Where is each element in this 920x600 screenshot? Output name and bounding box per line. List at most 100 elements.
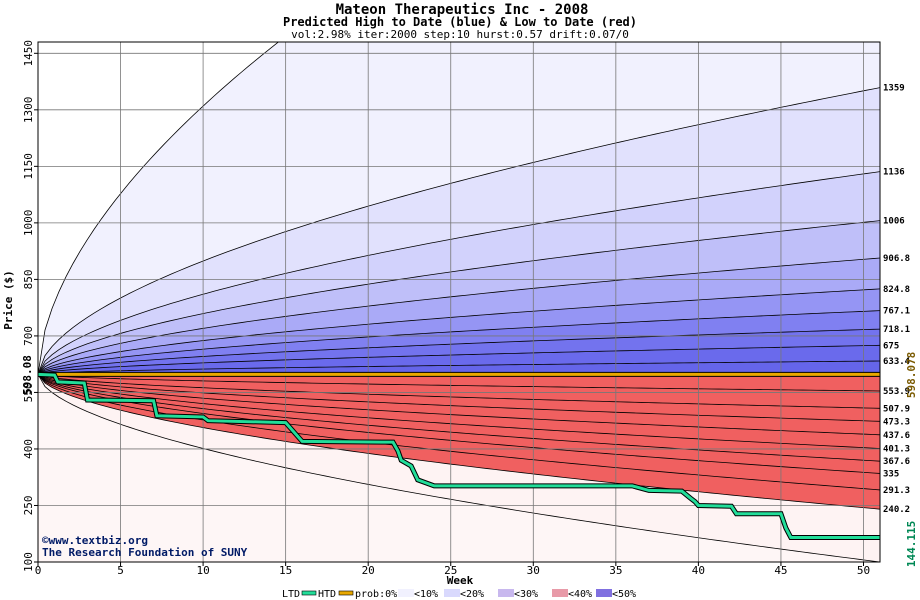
legend-10-label: <10%: [414, 589, 438, 600]
curve-end-label-14: 367.6: [883, 457, 910, 467]
chart-title: Mateon Therapeutics Inc - 2008: [336, 2, 589, 18]
x-tick-label-30: 30: [527, 564, 540, 577]
quantile-curve-8: [38, 344, 880, 375]
y-axis-label: Price ($): [2, 270, 15, 330]
y-tick-label-100: 100: [22, 552, 35, 572]
legend-30-label: <30%: [514, 589, 538, 600]
lower-background: [38, 374, 880, 562]
y-tick-label-400: 400: [22, 439, 35, 459]
upper-background: [38, 42, 279, 375]
upper-band-2: [38, 171, 880, 375]
upper-band-7: [38, 329, 880, 375]
plot-frame: [37, 41, 881, 563]
x-axis-label: Week: [447, 574, 474, 587]
upper-band-0: [38, 42, 880, 375]
quantile-curve-16: [38, 374, 880, 462]
legend-40-label: <40%: [568, 589, 592, 600]
curve-end-label-5: 767.1: [883, 307, 910, 317]
legend-ltd-label: LTD: [282, 589, 300, 600]
quantile-curve-19: [38, 374, 880, 510]
curve-end-label-12: 437.6: [883, 431, 910, 441]
curve-end-label-4: 824.8: [883, 285, 910, 295]
quantile-curve-15: [38, 373, 880, 449]
legend-40-swatch: [552, 589, 568, 597]
quantile-curve-7: [38, 328, 880, 375]
x-tick-label-35: 35: [609, 564, 622, 577]
credit-website: ©www.textbiz.org: [42, 534, 148, 547]
x-tick-label-40: 40: [692, 564, 705, 577]
prob-level-label: 598.078: [905, 352, 918, 398]
quantile-curve-0: [38, 42, 280, 375]
y-tick-label-1150: 1150: [22, 153, 35, 180]
y-tick-label-250: 250: [22, 496, 35, 516]
legend-htd-label: HTD: [318, 589, 336, 600]
legend-htd-swatch: [301, 590, 317, 596]
quantile-curve-10: [38, 374, 880, 562]
quantile-curve-3: [38, 220, 880, 375]
quantile-curves: [38, 42, 880, 562]
quantile-curve-17: [38, 374, 880, 474]
curve-end-label-7: 675: [883, 341, 899, 351]
legend-50-label: <50%: [612, 589, 636, 600]
quantile-curve-2: [38, 171, 880, 375]
quantile-curve-12: [38, 373, 880, 409]
x-tick-label-45: 45: [774, 564, 787, 577]
curve-end-label-0: 1359: [883, 84, 905, 94]
x-tick-label-50: 50: [857, 564, 870, 577]
credit-organization: The Research Foundation of SUNY: [42, 546, 248, 559]
y-tick-label-700: 700: [22, 326, 35, 346]
quantile-curve-6: [38, 310, 880, 375]
upper-band-3: [38, 220, 880, 375]
y-tick-label-1000: 1000: [22, 210, 35, 237]
legend-20-label: <20%: [460, 589, 484, 600]
curve-end-label-16: 291.3: [883, 486, 910, 496]
curve-end-label-8: 633.4: [883, 357, 911, 367]
quantile-curve-1: [38, 87, 880, 375]
x-tick-label-5: 5: [117, 564, 124, 577]
upper-band-9: [38, 361, 880, 375]
legend: LTD HTD prob:0% <10% <20% <30% <40% <50%: [282, 589, 636, 600]
chart-subtitle: Predicted High to Date (blue) & Low to D…: [283, 15, 637, 29]
y-tick-label-1450: 1450: [22, 40, 35, 67]
curve-end-label-13: 401.3: [883, 444, 910, 454]
legend-10-swatch: [398, 589, 414, 597]
probability-bands: [38, 42, 880, 562]
curve-end-label-17: 240.2: [883, 505, 910, 515]
upper-band-4: [38, 257, 880, 375]
legend-prob-swatch: [338, 590, 354, 596]
curve-end-label-2: 1006: [883, 217, 905, 227]
legend-prob-label: prob:0%: [355, 589, 397, 600]
curve-labels: 1359 1136 1006 906.8 824.8 767.1 718.1 675 633.4…: [883, 84, 911, 516]
legend-30-swatch: [498, 589, 514, 597]
quantile-curve-4: [38, 257, 880, 375]
curve-end-label-9: 553.9: [883, 387, 910, 397]
quantile-curve-11: [38, 373, 880, 392]
x-tick-label-10: 10: [196, 564, 209, 577]
upper-band-8: [38, 345, 880, 375]
quantile-curve-9: [38, 360, 880, 375]
curve-end-label-1: 1136: [883, 168, 905, 178]
upper-band-6: [38, 310, 880, 375]
curve-end-label-3: 906.8: [883, 254, 910, 264]
quantile-curve-13: [38, 373, 880, 422]
y-tick-label-1300: 1300: [22, 97, 35, 124]
x-tick-label-20: 20: [362, 564, 375, 577]
upper-band-5: [38, 288, 880, 375]
chart-params: vol:2.98% iter:2000 step:10 hurst:0.57 d…: [291, 28, 629, 41]
series-layer: [38, 371, 880, 541]
x-tick-label-15: 15: [279, 564, 292, 577]
x-tick-label-25: 25: [444, 564, 457, 577]
curve-end-label-10: 507.9: [883, 404, 910, 414]
axes: 0 5 10 15 20 25 30 35 40 45 50 100 250 400 550 700 850 10…: [22, 40, 881, 577]
curve-end-label-15: 335: [883, 469, 899, 479]
x-tick-label-0: 0: [35, 564, 42, 577]
curve-end-label-6: 718.1: [883, 325, 910, 335]
legend-50-swatch: [596, 589, 612, 597]
y-tick-label-850: 850: [22, 269, 35, 289]
quantile-curve-14: [38, 373, 880, 436]
start-price-label: 598.08: [21, 355, 34, 395]
htd-line: [38, 372, 880, 540]
quantile-curve-5: [38, 288, 880, 375]
y-tick-label-550: 550: [22, 382, 35, 402]
